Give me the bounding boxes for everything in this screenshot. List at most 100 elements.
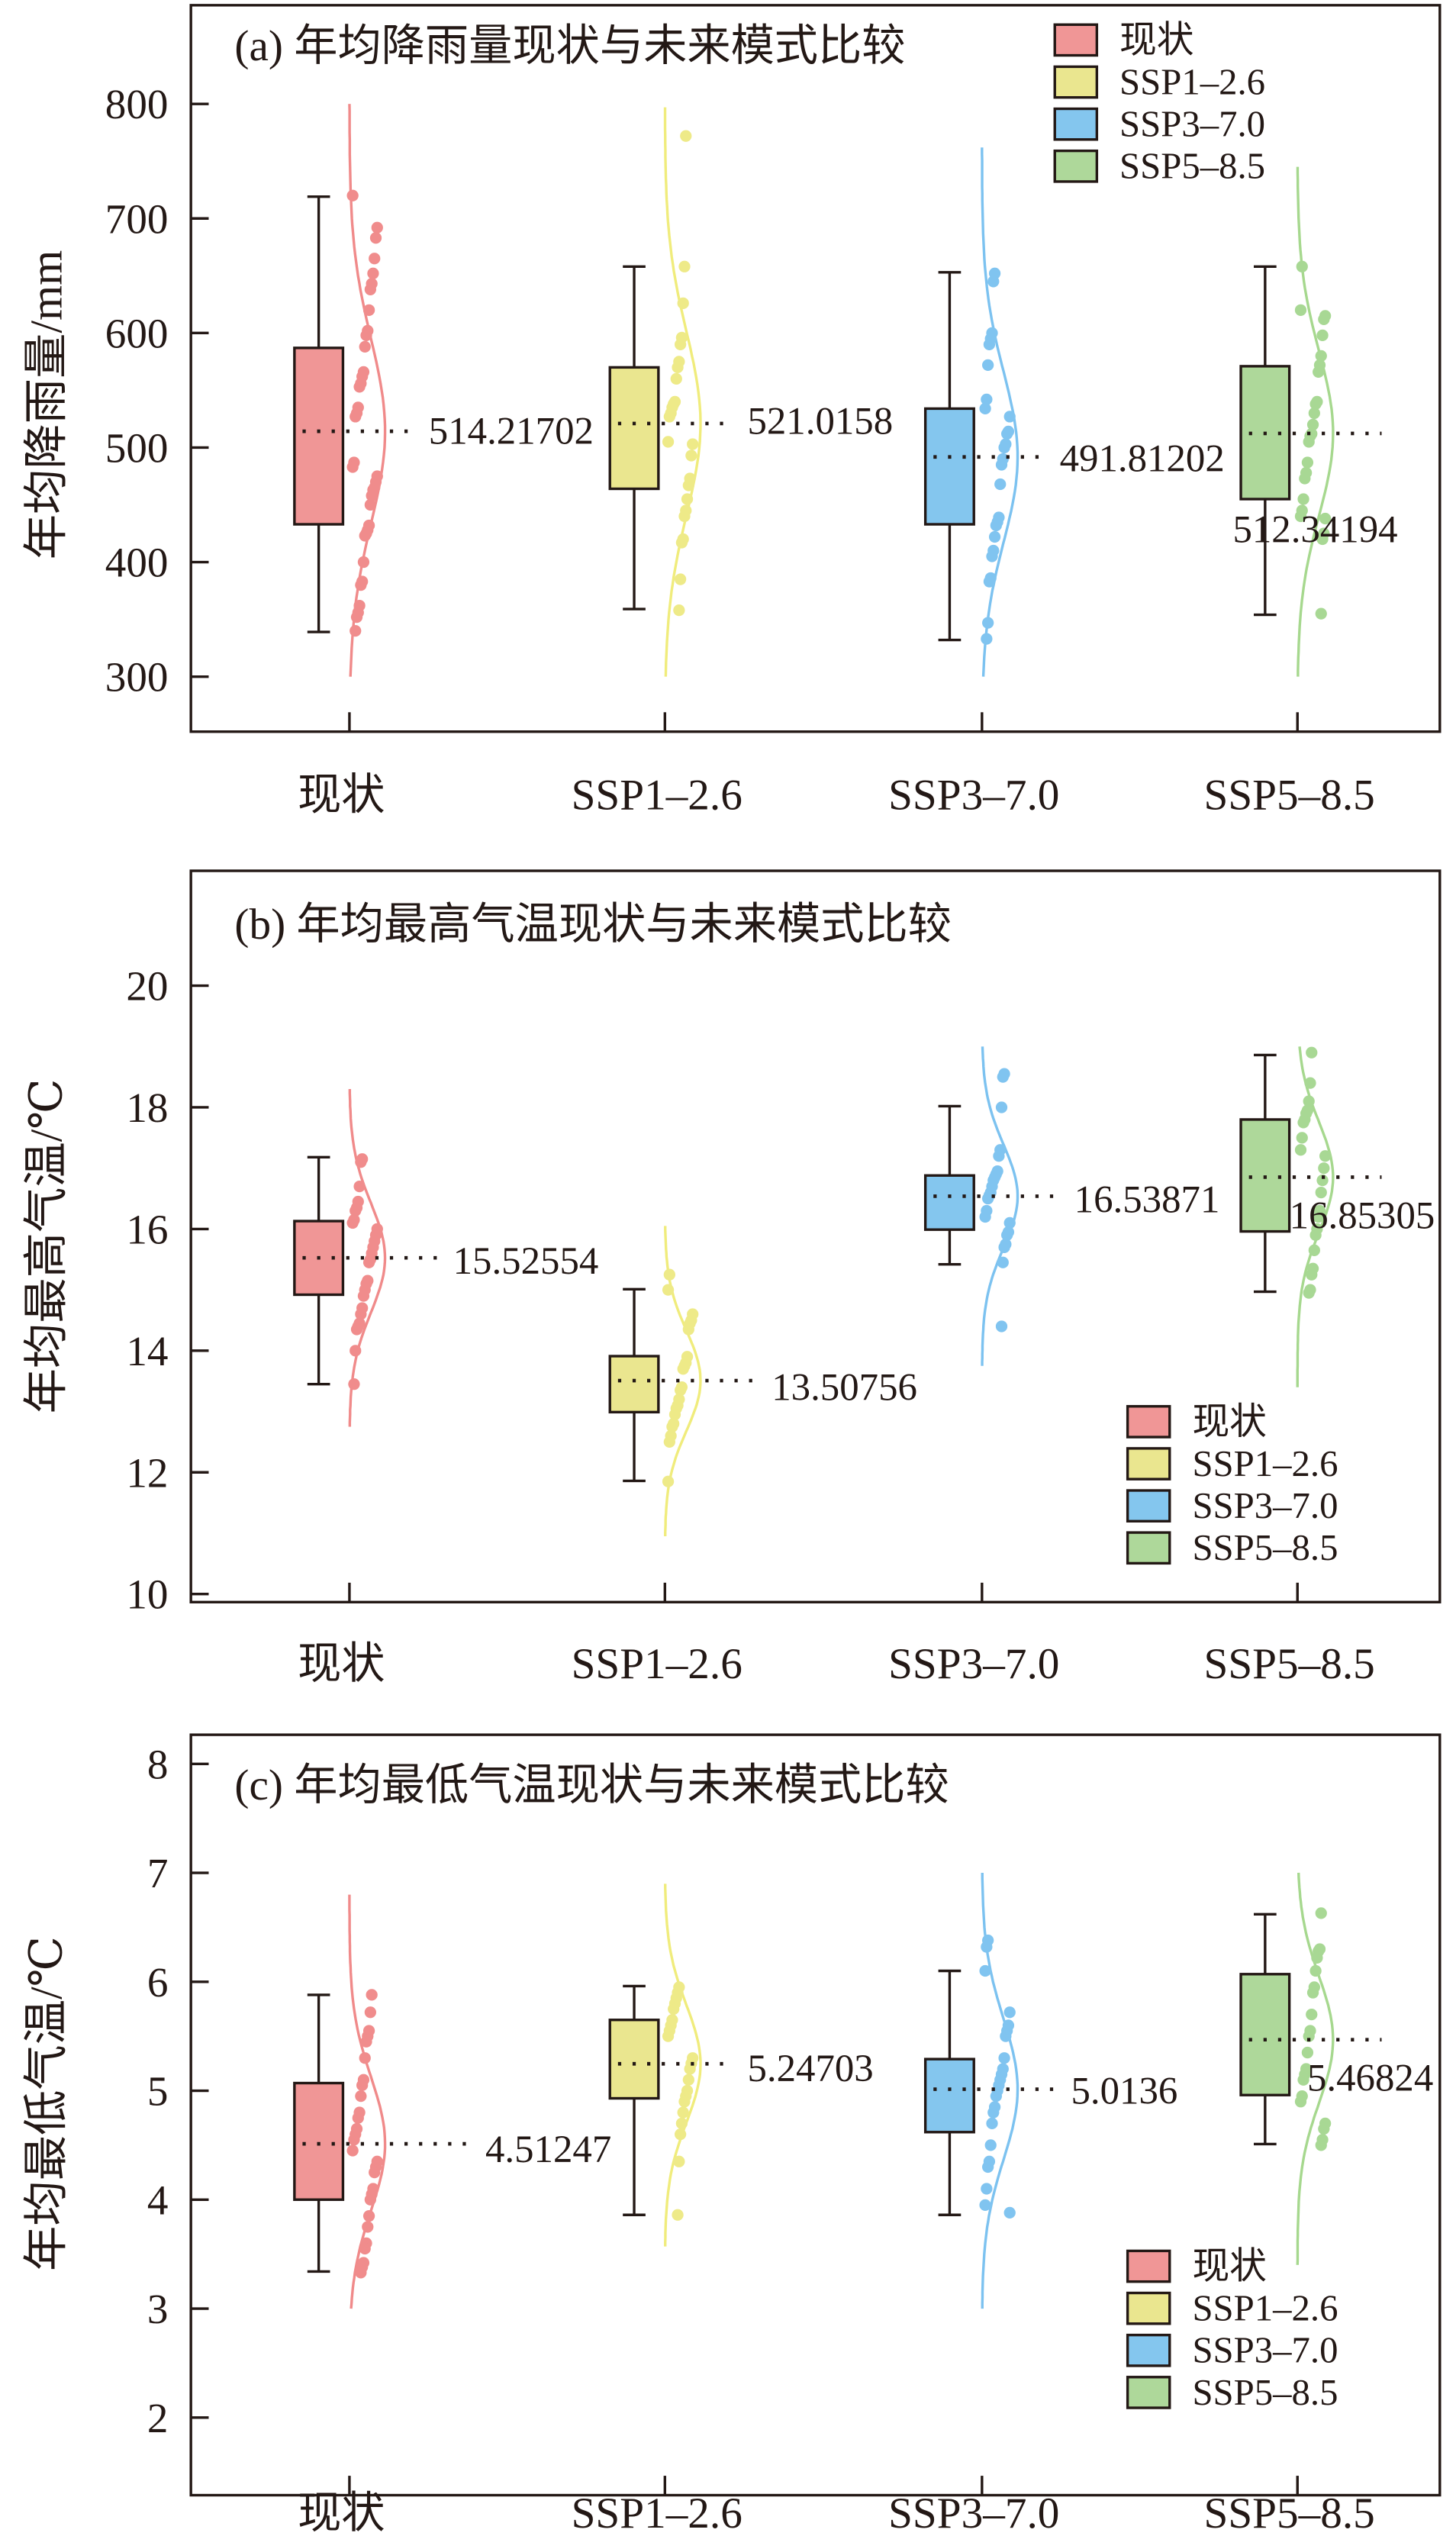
data-point: [994, 478, 1007, 491]
chart-title: (a) 年均降雨量现状与未来模式比较: [234, 22, 905, 70]
data-point: [355, 2090, 367, 2103]
box: [923, 407, 975, 526]
x-tick-label: 现状: [298, 1640, 385, 1688]
data-point: [990, 2090, 1002, 2103]
data-point: [1316, 533, 1329, 546]
legend-label: 现状: [1119, 19, 1194, 60]
data-point: [346, 1216, 359, 1229]
data-point: [666, 1420, 678, 1433]
data-point: [1306, 418, 1319, 431]
data-point: [350, 611, 363, 624]
data-point: [983, 338, 996, 350]
legend-label: SSP5–8.5: [1192, 2372, 1338, 2413]
legend-label: SSP1–2.6: [1119, 61, 1265, 102]
y-tick-label: 7: [147, 1850, 169, 1896]
data-point: [672, 2209, 684, 2221]
y-axis-label: 年均最高气温/℃: [21, 1078, 72, 1413]
mean-label: 5.46824: [1307, 2057, 1433, 2100]
y-tick-label: 400: [105, 540, 169, 586]
mean-label: 13.50756: [771, 1366, 917, 1409]
data-point: [371, 221, 383, 234]
data-point: [1308, 407, 1320, 420]
data-point: [1318, 2122, 1330, 2135]
data-point: [364, 2006, 377, 2019]
x-tick-label: SSP5–8.5: [1203, 2489, 1374, 2536]
data-point: [1319, 1150, 1332, 1162]
density-curve: [664, 1883, 702, 2247]
data-point: [353, 381, 366, 393]
data-point: [997, 1071, 1009, 1083]
data-point: [1301, 456, 1314, 469]
data-point: [981, 633, 993, 645]
data-point: [674, 2128, 687, 2141]
density-curve: [348, 1089, 387, 1427]
data-point: [359, 2052, 371, 2064]
data-point: [979, 402, 991, 415]
data-point: [680, 130, 692, 142]
data-point: [1309, 398, 1322, 411]
data-point: [350, 1345, 362, 1357]
data-point: [981, 1941, 993, 1953]
data-point: [1318, 313, 1330, 325]
data-point: [677, 297, 689, 309]
group-2: 491.81202: [923, 147, 1225, 677]
data-point: [983, 575, 996, 588]
data-point: [1000, 2030, 1012, 2042]
data-point: [1311, 1951, 1323, 1964]
data-point: [346, 461, 359, 473]
data-point: [1294, 2096, 1307, 2108]
data-point: [1303, 1095, 1315, 1107]
data-point: [366, 1989, 378, 2001]
data-point: [662, 2030, 675, 2042]
legend-swatch: [1126, 1489, 1171, 1523]
legend-label: SSP3–7.0: [1192, 2330, 1338, 2371]
data-point: [1306, 2008, 1318, 2021]
data-point: [1309, 1964, 1322, 1977]
data-point: [1299, 472, 1311, 485]
x-tick-label: SSP3–7.0: [888, 771, 1059, 819]
data-point: [986, 550, 998, 562]
data-point: [1316, 1175, 1329, 1187]
y-tick-label: 18: [126, 1084, 168, 1131]
legend-label: SSP3–7.0: [1192, 1485, 1338, 1526]
data-point: [359, 340, 371, 353]
y-tick-label: 700: [105, 195, 169, 242]
data-point: [1319, 512, 1332, 525]
data-point: [369, 2166, 381, 2179]
data-point: [1315, 2139, 1327, 2151]
legend-label: 现状: [1192, 2245, 1267, 2286]
density-curve: [663, 107, 702, 677]
data-point: [993, 1150, 1005, 1162]
data-point: [348, 2134, 360, 2146]
data-point: [1294, 1144, 1307, 1156]
data-point: [357, 1290, 370, 1302]
data-point: [987, 276, 1000, 288]
data-point: [1313, 366, 1325, 379]
data-point: [678, 2096, 691, 2108]
data-point: [359, 2242, 371, 2255]
data-point: [998, 1241, 1010, 1253]
data-point: [682, 479, 694, 491]
y-tick-label: 14: [126, 1328, 168, 1374]
data-point: [668, 1408, 681, 1421]
data-point: [677, 2106, 689, 2119]
data-point: [362, 304, 375, 316]
data-point: [995, 459, 1008, 471]
data-point: [1315, 350, 1327, 363]
data-point: [350, 1323, 363, 1336]
y-tick-label: 6: [147, 1959, 169, 2006]
data-point: [362, 2221, 374, 2233]
x-tick-label: SSP1–2.6: [572, 1640, 742, 1688]
data-point: [1303, 1287, 1315, 1299]
group-0: 4.51247: [293, 1894, 611, 2309]
data-point: [682, 1323, 694, 1336]
group-2: 16.53871: [923, 1046, 1219, 1366]
data-point: [998, 441, 1010, 454]
data-point: [356, 2079, 369, 2092]
y-tick-label: 5: [147, 2068, 169, 2115]
group-1: 5.24703: [608, 1883, 874, 2247]
